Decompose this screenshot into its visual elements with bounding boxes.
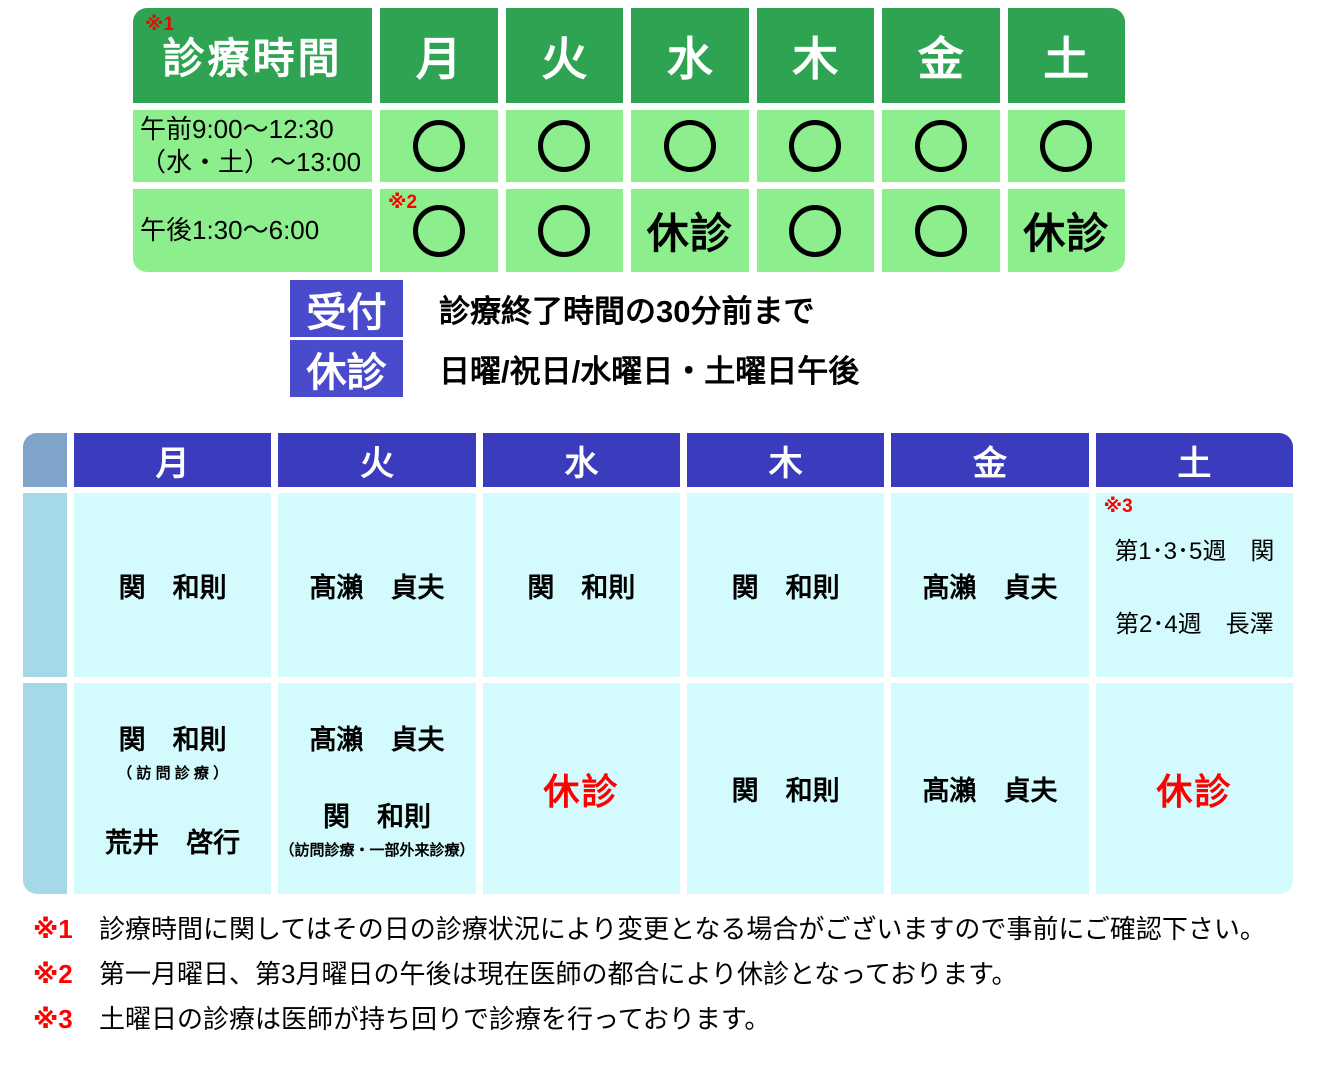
hours-day-header-水: 水 [631, 8, 749, 103]
doctor-day-header-月: 月 [74, 433, 272, 487]
closed-label: 休診 [1023, 210, 1110, 257]
footnote-mark-1: ※1 [33, 914, 73, 944]
doctor-name: 荒井 啓行 [105, 827, 241, 858]
hours-cell [756, 110, 874, 182]
legend: 受付 診療終了時間の30分前まで休診 日曜/祝日/水曜日・土曜日午後 [290, 280, 859, 400]
doctor-table-strip [23, 493, 67, 677]
hours-cell [380, 110, 498, 182]
doctor-name: （訪問診療・一部外来診療） [279, 841, 475, 859]
doctor-name: 髙瀨 貞夫 [309, 724, 445, 755]
open-circle-icon [412, 120, 465, 172]
closed-label: 休診 [646, 210, 733, 257]
footnote-ref-2: ※2 [388, 192, 418, 213]
hours-day-header-火: 火 [505, 8, 623, 103]
doctor-cell: 関 和則 [686, 493, 885, 677]
time-row-label: 午前9:00～12:30 （水・土）～13:00 [133, 110, 372, 182]
doctor-cell: 休診 [482, 683, 680, 894]
doctor-name: 関 和則 [118, 724, 227, 755]
hours-cell: 休診 [631, 189, 749, 272]
footnote-1: ※1 診療時間に関してはその日の診療状況により変更となる場合がございますので事前に… [33, 913, 1266, 946]
doctor-cell: ※3 第1･3･5週 関第2･4週 長澤 [1095, 493, 1293, 677]
footnote-3: ※3 土曜日の診療は医師が持ち回りで診療を行っております。 [33, 1003, 1266, 1036]
hours-day-header-金: 金 [882, 8, 1000, 103]
hours-cell [505, 189, 623, 272]
doctor-name: 関 和則 [322, 801, 431, 832]
doctor-name: 関 和則 [731, 572, 840, 603]
doctor-cell: 髙瀨 貞夫関 和則 （訪問診療・一部外来診療） [278, 683, 476, 894]
doctor-cell: 関 和則 [482, 493, 680, 677]
legend-text-0: 診療終了時間の30分前まで [439, 294, 815, 329]
footnote-text-2: 第一月曜日、第3月曜日の午後は現在医師の都合により休診となっております。 [99, 959, 1018, 989]
time-row-label-line: 午後1:30～6:00 [140, 214, 320, 245]
open-circle-icon [789, 120, 842, 172]
doctor-day-header-木: 木 [686, 433, 885, 487]
hours-day-header-月: 月 [380, 8, 498, 103]
doctor-name: 髙瀨 貞夫 [922, 572, 1058, 603]
doctor-day-header-水: 水 [482, 433, 680, 487]
doctor-cell: 休診 [1095, 683, 1293, 894]
hours-cell: ※2 [380, 189, 498, 272]
doctor-day-header-金: 金 [891, 433, 1089, 487]
hours-table: ※1 診療時間月火水木金土午前9:00～12:30 （水・土）～13:00 午後1:3… [133, 8, 1125, 272]
doctor-name: 第2･4週 長澤 [1114, 611, 1274, 638]
doctor-cell: 関 和則 [686, 683, 885, 894]
footnote-text-1: 診療時間に関してはその日の診療状況により変更となる場合がございますので事前にご確… [99, 914, 1266, 944]
open-circle-icon [789, 204, 842, 257]
hours-day-header-土: 土 [1007, 8, 1125, 103]
open-circle-icon [914, 204, 967, 257]
doctor-name: 第1･3･5週 関 [1114, 538, 1275, 565]
footnote-mark-2: ※2 [33, 959, 73, 989]
hours-cell [1007, 110, 1125, 182]
closed-label: 休診 [543, 770, 620, 812]
open-circle-icon [412, 204, 465, 257]
legend-badge-1: 休診 [290, 340, 403, 397]
doctor-schedule-table: 月火水木金土関 和則 髙瀨 貞夫関 和則関 和則 髙瀨 貞夫 ※3 第1･3･5週 関第… [23, 433, 1293, 894]
footnote-mark-3: ※3 [33, 1004, 73, 1034]
legend-badge-0: 受付 [290, 280, 403, 337]
footnote-text-3: 土曜日の診療は医師が持ち回りで診療を行っております。 [99, 1004, 771, 1034]
doctor-cell: 髙瀨 貞夫 [891, 493, 1089, 677]
closed-label: 休診 [1156, 770, 1233, 812]
hours-cell [882, 189, 1000, 272]
doctor-name: 関 和則 [118, 572, 227, 603]
open-circle-icon [663, 120, 716, 172]
time-row-label-line: （水・土）～13:00 [140, 147, 362, 177]
time-row-label-line: 午前9:00～12:30 [140, 113, 334, 144]
doctor-name: 髙瀨 貞夫 [309, 572, 445, 603]
doctor-day-header-土: 土 [1095, 433, 1293, 487]
legend-text-1: 日曜/祝日/水曜日・土曜日午後 [439, 354, 860, 389]
open-circle-icon [914, 120, 967, 172]
hours-table-title-text: 診療時間 [162, 35, 343, 82]
hours-table-title: ※1 診療時間 [133, 8, 372, 103]
doctor-table-strip [23, 683, 67, 894]
footnote-ref-1: ※1 [145, 14, 175, 35]
legend-row-0: 受付 診療終了時間の30分前まで [290, 280, 859, 337]
footnotes: ※1 診療時間に関してはその日の診療状況により変更となる場合がございますので事前に… [33, 913, 1266, 1048]
doctor-day-header-火: 火 [278, 433, 476, 487]
footnote-2: ※2 第一月曜日、第3月曜日の午後は現在医師の都合により休診となっております。 [33, 958, 1266, 991]
doctor-cell: 関 和則 （ 訪 問 診 療 ） 荒井 啓行 [74, 683, 272, 894]
open-circle-icon [538, 120, 591, 172]
hours-cell [882, 110, 1000, 182]
doctor-name: 関 和則 [731, 776, 840, 806]
doctor-cell: 関 和則 [74, 493, 272, 677]
legend-row-1: 休診 日曜/祝日/水曜日・土曜日午後 [290, 340, 859, 397]
hours-day-header-木: 木 [756, 8, 874, 103]
open-circle-icon [538, 204, 591, 257]
footnote-ref-3: ※3 [1103, 496, 1133, 517]
doctor-cell: 髙瀨 貞夫 [278, 493, 476, 677]
hours-cell [631, 110, 749, 182]
time-row-label: 午後1:30～6:00 [133, 189, 372, 272]
doctor-name: 髙瀨 貞夫 [922, 776, 1058, 806]
doctor-table-strip-header [23, 433, 67, 487]
doctor-name: （ 訪 問 診 療 ） [117, 764, 229, 782]
hours-cell [505, 110, 623, 182]
hours-cell: 休診 [1007, 189, 1125, 272]
hours-cell [756, 189, 874, 272]
doctor-name: 関 和則 [527, 572, 636, 603]
doctor-cell: 髙瀨 貞夫 [891, 683, 1089, 894]
open-circle-icon [1040, 120, 1093, 172]
